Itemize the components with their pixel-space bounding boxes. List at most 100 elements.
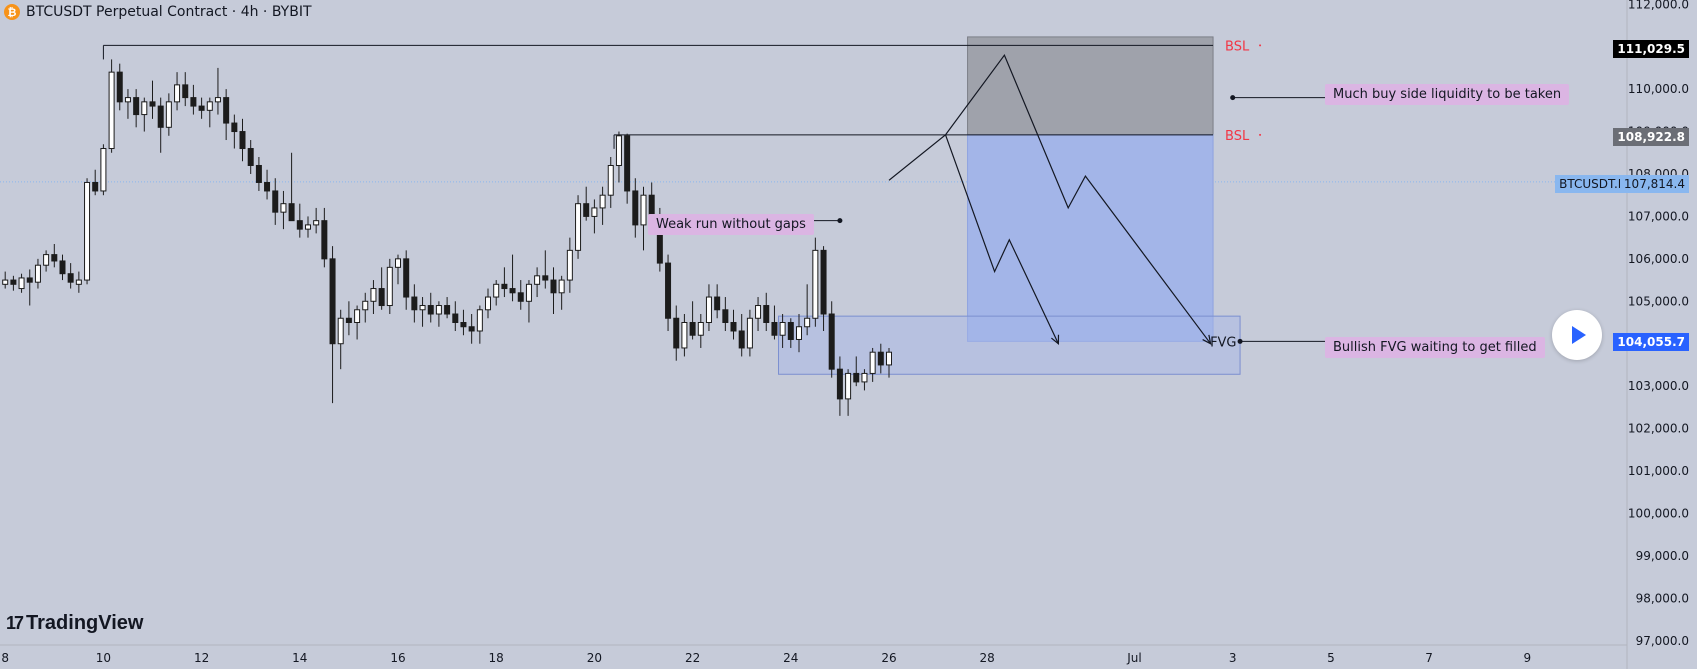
candle-body [476, 309, 483, 332]
chart-title: BTCUSDT Perpetual Contract · 4h · BYBIT [26, 4, 312, 20]
candle-body [419, 305, 426, 311]
candle-body [280, 203, 287, 213]
candle-body [2, 279, 9, 285]
candle-body [288, 203, 295, 222]
y-tick-label: 101,000.0 [1628, 464, 1689, 478]
candle-body [517, 292, 524, 302]
candle-body [100, 148, 107, 192]
candle-body [493, 283, 500, 298]
candle-body [640, 194, 647, 226]
candle-body [787, 322, 794, 340]
x-tick-label: 28 [980, 651, 995, 665]
bsl-label: BSL [1225, 129, 1250, 144]
x-tick-label: 9 [1523, 651, 1531, 665]
note-buy-side-liquidity[interactable]: Much buy side liquidity to be taken [1325, 84, 1570, 105]
candle-body [845, 372, 852, 400]
candle-body [730, 322, 737, 332]
candle-body [665, 262, 672, 319]
bsl-dot [1259, 133, 1262, 136]
candle-body [468, 326, 475, 332]
candle-body [534, 275, 541, 285]
candle-body [460, 322, 467, 328]
fvg-label: FVG [1210, 335, 1236, 350]
candle-body [108, 71, 115, 150]
candle-body [755, 305, 762, 319]
candle-body [575, 203, 582, 251]
candle-body [615, 135, 622, 166]
candle-body [26, 277, 33, 283]
x-tick-label: 20 [587, 651, 602, 665]
premium-zone [967, 36, 1214, 136]
candle-body [550, 279, 557, 294]
candle-body [632, 190, 639, 226]
y-tick-label: 105,000.0 [1628, 294, 1689, 308]
bitcoin-icon: ₿ [4, 4, 20, 20]
candle-body [877, 351, 884, 366]
fvg-zone [778, 315, 1241, 375]
candle-body [501, 283, 508, 290]
candle-body [255, 164, 262, 183]
candle-body [329, 258, 336, 345]
replay-play-button[interactable] [1552, 310, 1602, 360]
candle-body [43, 254, 50, 266]
x-tick-label: 22 [685, 651, 700, 665]
candle-body [264, 181, 271, 192]
play-icon [1572, 326, 1586, 344]
candle-body [10, 279, 17, 285]
y-tick-label: 112,000.0 [1628, 0, 1689, 11]
note-weak-run[interactable]: Weak run without gaps [648, 214, 814, 235]
candle-body [149, 101, 156, 107]
candle-body [828, 313, 835, 370]
candle-body [386, 266, 393, 307]
candle-body [771, 322, 778, 336]
candle-body [272, 190, 279, 213]
candle-body [174, 84, 181, 103]
candle-body [198, 105, 205, 111]
candle-body [583, 203, 590, 217]
candle-body [558, 279, 565, 294]
candle-body [337, 317, 344, 345]
candle-body [591, 207, 598, 217]
candles-group [2, 59, 892, 416]
x-tick-label: 18 [489, 651, 504, 665]
x-tick-label: Jul [1126, 651, 1141, 665]
candle-body [566, 249, 573, 281]
candle-body [247, 148, 254, 166]
candle-body [403, 258, 410, 298]
candle-body [157, 105, 164, 128]
candle-body [435, 305, 442, 315]
tradingview-logo-icon: 17 [6, 613, 24, 633]
price-tag-current: 107,814.4 [1619, 175, 1689, 193]
candle-body [124, 97, 131, 103]
candle-body [165, 101, 172, 128]
note-bullish-fvg[interactable]: Bullish FVG waiting to get filled [1325, 337, 1545, 358]
x-tick-label: 26 [881, 651, 896, 665]
y-tick-label: 98,000.0 [1636, 591, 1689, 605]
target-zone [967, 134, 1214, 342]
candle-body [296, 220, 303, 230]
candle-body [689, 322, 696, 336]
candle-body [820, 249, 827, 315]
x-tick-label: 5 [1327, 651, 1335, 665]
candle-body [411, 296, 418, 311]
y-tick-label: 100,000.0 [1628, 506, 1689, 520]
candle-body [452, 313, 459, 323]
candle-body [223, 97, 230, 124]
y-tick-label: 107,000.0 [1628, 209, 1689, 223]
candle-body [509, 288, 516, 294]
candle-body [190, 97, 197, 107]
candle-body [206, 101, 213, 111]
candle-body [92, 181, 99, 192]
projection-path-main-arrowhead [1202, 334, 1212, 345]
candle-body [673, 317, 680, 349]
candle-body [141, 101, 148, 116]
candle-body [59, 260, 66, 275]
candle-body [75, 279, 82, 285]
candle-body [116, 71, 123, 103]
candle-body [133, 97, 140, 116]
candle-body [607, 164, 614, 196]
x-tick-label: 24 [783, 651, 798, 665]
projection-path-main [888, 53, 1212, 345]
